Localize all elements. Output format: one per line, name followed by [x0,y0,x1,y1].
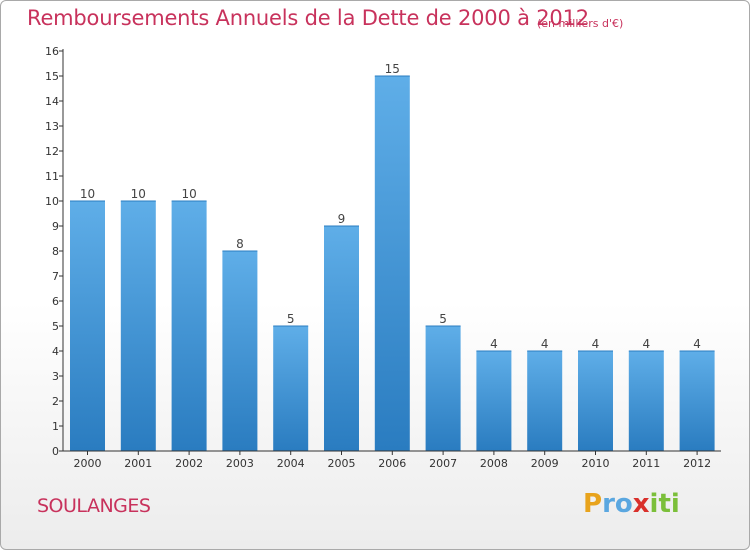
bar-value-label: 15 [385,62,400,76]
bar [425,326,461,451]
y-tick-label: 14 [45,95,59,108]
x-tick-label: 2010 [582,457,610,470]
bar [222,251,258,451]
x-tick-label: 2012 [683,457,711,470]
bar [527,351,563,451]
y-tick-label: 8 [52,245,59,258]
brand-letter: P [583,489,603,519]
x-tick-label: 2004 [277,457,305,470]
proxiti-logo: Proxiti [583,489,680,519]
x-tick-label: 2009 [531,457,559,470]
y-tick-label: 3 [52,370,59,383]
x-tick-label: 2003 [226,457,254,470]
bar [120,201,156,451]
bar-value-label: 5 [287,312,295,326]
brand-letter: r [602,489,615,519]
x-tick-label: 2005 [328,457,356,470]
y-tick-label: 9 [52,220,59,233]
y-tick-label: 16 [45,45,59,58]
bar [324,226,359,451]
y-tick-label: 4 [52,345,59,358]
chart-title: Remboursements Annuels de la Dette de 20… [27,6,589,30]
bar-value-label: 4 [592,337,600,351]
brand-letter: i [670,489,680,519]
bar-value-label: 4 [541,337,549,351]
y-tick-label: 11 [45,170,59,183]
bar [476,351,512,451]
bar-value-label: 8 [236,237,244,251]
y-tick-label: 6 [52,295,59,308]
y-tick-label: 5 [52,320,59,333]
x-tick-label: 2011 [632,457,660,470]
bar-value-label: 4 [490,337,498,351]
bar [374,76,410,451]
x-tick-label: 2007 [429,457,457,470]
y-tick-label: 10 [45,195,59,208]
bar [70,201,105,451]
bar [628,351,664,451]
y-tick-label: 12 [45,145,59,158]
bar-value-label: 10 [181,187,196,201]
unit-note: (en milliers d'€) [537,17,624,30]
x-tick-label: 2006 [378,457,406,470]
bar [171,201,207,451]
brand-letter: x [632,489,650,519]
brand-letter: o [614,489,633,519]
x-tick-label: 2002 [175,457,203,470]
bar-value-label: 4 [642,337,650,351]
x-tick-label: 2001 [124,457,152,470]
bar-value-label: 10 [131,187,146,201]
bar-value-label: 9 [338,212,346,226]
y-tick-label: 7 [52,270,59,283]
commune-name: SOULANGES [37,495,151,517]
bar [578,351,613,451]
x-tick-label: 2008 [480,457,508,470]
bar [273,326,309,451]
y-tick-label: 15 [45,70,59,83]
bar-value-label: 10 [80,187,95,201]
y-tick-label: 1 [52,420,59,433]
x-tick-label: 2000 [74,457,102,470]
bar [679,351,715,451]
brand-letter: i [649,489,659,519]
y-tick-label: 0 [52,445,59,458]
bar-value-label: 5 [439,312,447,326]
y-tick-label: 13 [45,120,59,133]
brand-letter: t [658,489,671,519]
bar-value-label: 4 [693,337,701,351]
y-tick-label: 2 [52,395,59,408]
